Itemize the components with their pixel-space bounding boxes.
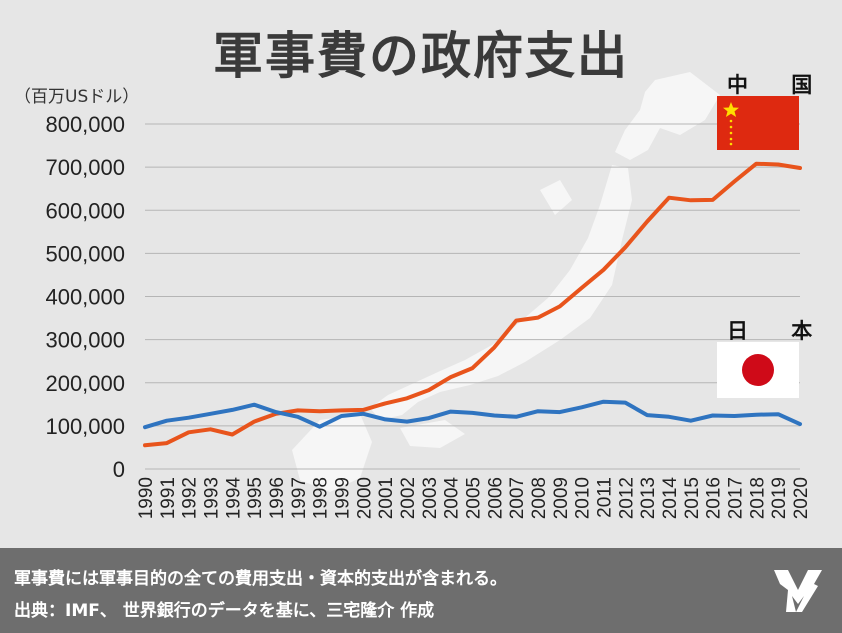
- x-tick-label: 1993: [202, 477, 223, 519]
- x-tick-label: 2004: [442, 477, 463, 520]
- japan-legend-label: 日 本: [727, 319, 831, 343]
- x-tick-label: 1990: [136, 477, 157, 519]
- y-tick-label: 800,000: [45, 112, 125, 137]
- x-tick-label: 2012: [616, 477, 637, 519]
- x-tick-label: 2014: [660, 477, 681, 520]
- x-tick-label: 2018: [747, 477, 768, 519]
- x-tick-label: 1998: [311, 477, 332, 519]
- footer-source: 出典：IMF、 世界銀行のデータを基に、三宅隆介 作成: [14, 601, 435, 621]
- flag-star-icon: [723, 102, 739, 117]
- x-tick-label: 2002: [398, 477, 419, 519]
- japan-flag: [717, 342, 799, 398]
- chart-title: 軍事費の政府支出: [213, 27, 629, 85]
- footer-note: 軍事費には軍事目的の全ての費用支出・資本的支出が含まれる。: [14, 569, 507, 589]
- x-tick-label: 1991: [158, 477, 179, 519]
- series-line: [143, 161, 802, 448]
- y-tick-label: 600,000: [45, 198, 125, 223]
- y-tick-label: 500,000: [45, 241, 125, 266]
- y-tick-label: 200,000: [45, 371, 125, 396]
- series-lines: [143, 161, 802, 448]
- x-tick-label: 2010: [573, 477, 594, 519]
- x-tick-label: 2020: [791, 477, 812, 519]
- x-tick-label: 2015: [682, 477, 703, 519]
- x-tick-label: 2019: [769, 477, 790, 519]
- x-tick-label: 2017: [726, 477, 747, 519]
- x-tick-label: 2009: [551, 477, 572, 519]
- y-axis-unit-label: （百万USドル）: [14, 87, 140, 107]
- x-axis-ticks: 1990 1991 1992 1993 1994 1995 1996 1997 1998 1999…: [136, 477, 812, 520]
- y-tick-label: 700,000: [45, 155, 125, 180]
- series-line: [143, 399, 802, 430]
- x-tick-label: 2000: [354, 477, 375, 519]
- footer-bar: 軍事費には軍事目的の全ての費用支出・資本的支出が含まれる。 出典：IMF、 世界…: [0, 548, 842, 633]
- x-tick-label: 2013: [638, 477, 659, 519]
- line-chart: 0 100,000 200,000 300,000 400,000 500,000 600,…: [45, 72, 812, 520]
- x-tick-label: 1996: [267, 477, 288, 519]
- x-tick-label: 2016: [704, 477, 725, 519]
- china-flag: [717, 96, 799, 150]
- x-tick-label: 2006: [485, 477, 506, 519]
- x-tick-label: 2008: [529, 477, 550, 519]
- x-tick-label: 1999: [333, 477, 354, 519]
- japan-map-silhouette: [292, 72, 720, 492]
- x-tick-label: 2003: [420, 477, 441, 519]
- x-tick-label: 2011: [595, 477, 616, 518]
- x-tick-label: 1994: [223, 477, 244, 520]
- x-tick-label: 1995: [245, 477, 266, 519]
- x-tick-label: 2001: [376, 477, 397, 519]
- x-tick-label: 1997: [289, 477, 310, 519]
- logo-icon: [774, 570, 822, 612]
- china-legend-label: 中 国: [727, 73, 831, 97]
- x-tick-label: 2007: [507, 477, 528, 519]
- y-tick-label: 300,000: [45, 328, 125, 353]
- y-tick-label: 100,000: [45, 414, 125, 439]
- y-tick-label: 0: [113, 457, 125, 482]
- x-tick-label: 2005: [464, 477, 485, 519]
- y-axis-ticks: 0 100,000 200,000 300,000 400,000 500,000 600,…: [45, 112, 125, 482]
- grid-lines: [145, 123, 800, 470]
- x-tick-label: 1992: [180, 477, 201, 519]
- y-tick-label: 400,000: [45, 285, 125, 310]
